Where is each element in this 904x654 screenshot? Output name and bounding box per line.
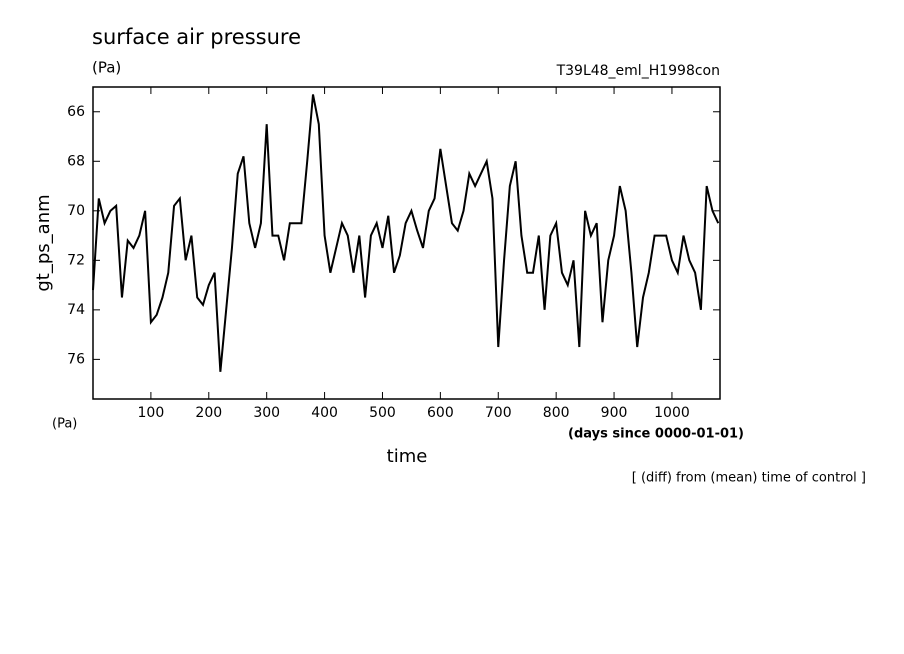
y-tick-label: 70 [67,203,85,219]
x-tick-label: 100 [138,405,165,421]
y-tick-label: 72 [67,252,85,268]
chart-title: surface air pressure [92,25,301,49]
y-tick-label: 76 [67,351,85,367]
units-top: (Pa) [92,59,121,77]
y-tick-label: 74 [67,302,85,318]
x-tick-label: 300 [253,405,280,421]
x-tick-label: 700 [485,405,512,421]
plot-frame [92,86,721,400]
x-tick-label: 400 [311,405,338,421]
x-axis-label: time [387,446,428,467]
x-tick-label: 500 [369,405,396,421]
x-tick-label: 900 [601,405,628,421]
y-axis-label: gt_ps_anm [33,194,54,291]
x-tick-label: 800 [543,405,570,421]
units-y: (Pa) [52,417,77,432]
note: [ (diff) from (mean) time of control ] [632,471,866,486]
data-line [92,94,720,372]
y-tick-label: 68 [67,153,85,169]
x-tick-label: 1000 [654,405,690,421]
x-tick-label: 600 [427,405,454,421]
x-tick-label: 200 [195,405,222,421]
y-tick-label: 66 [67,104,85,120]
x-units: (days since 0000-01-01) [568,427,744,442]
run-label: T39L48_eml_H1998con [556,63,720,79]
